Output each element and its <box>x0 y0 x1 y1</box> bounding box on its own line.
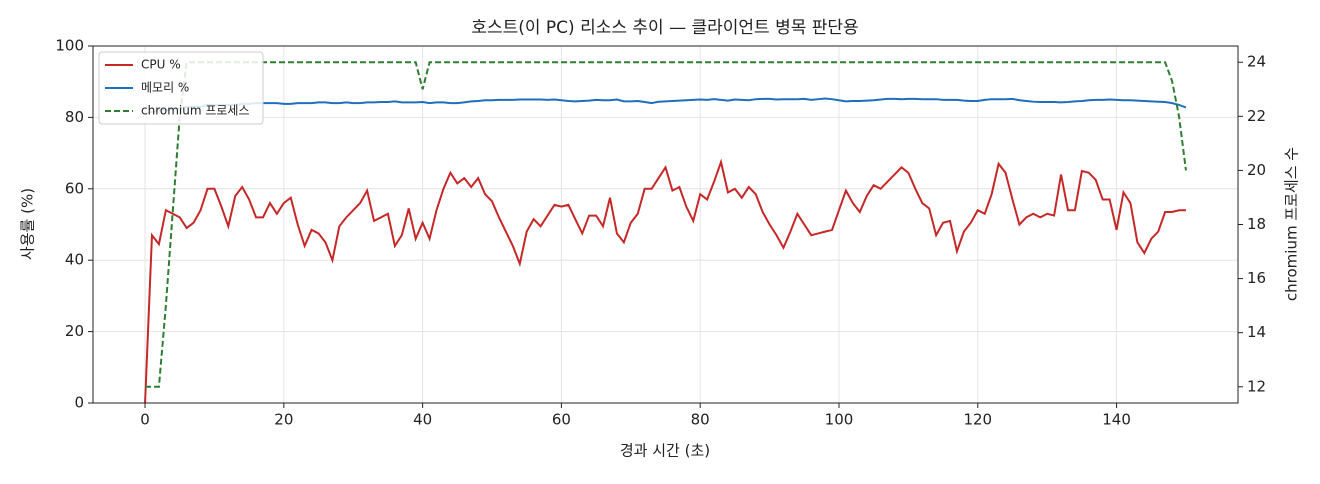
series-line <box>145 61 1187 388</box>
legend-label: CPU % <box>141 58 181 72</box>
series-line <box>144 158 1186 404</box>
y-tick-label: 100 <box>55 37 84 55</box>
y-axis-label: 사용률 (%) <box>19 188 37 260</box>
legend: CPU % 메모리 % chromium 프로세스 <box>98 51 264 125</box>
x-tick-label: 0 <box>140 411 150 429</box>
legend-box <box>98 51 264 125</box>
y2-tick-label: 12 <box>1247 377 1266 395</box>
x-tick-label: 100 <box>825 411 854 429</box>
y2-tick-label: 14 <box>1247 323 1266 341</box>
series-line <box>144 97 1187 115</box>
x-tick-label: 20 <box>274 411 293 429</box>
y-tick-label: 60 <box>65 179 84 197</box>
x-tick-label: 140 <box>1102 411 1131 429</box>
x-axis-label: 경과 시간 (초) <box>620 442 710 460</box>
y-tick-label: 40 <box>65 251 84 269</box>
y2-axis-label: chromium 프로세스 수 <box>1283 147 1301 301</box>
y2-tick-label: 20 <box>1247 161 1266 179</box>
legend-label: chromium 프로세스 <box>141 104 250 118</box>
y-tick-label: 0 <box>74 394 84 412</box>
y2-tick-label: 18 <box>1247 215 1266 233</box>
x-tick-label: 40 <box>413 411 432 429</box>
x-tick-label: 60 <box>552 411 571 429</box>
y2-tick-label: 24 <box>1247 53 1266 71</box>
legend-label: 메모리 % <box>141 81 189 95</box>
y2-tick-label: 22 <box>1247 107 1266 125</box>
y2-tick-label: 16 <box>1247 269 1266 287</box>
x-tick-label: 80 <box>691 411 710 429</box>
y-tick-label: 80 <box>65 108 84 126</box>
y-tick-label: 20 <box>65 322 84 340</box>
x-tick-label: 120 <box>963 411 992 429</box>
chart-title: 호스트(이 PC) 리소스 추이 — 클라이언트 병목 판단용 <box>471 18 858 38</box>
plot-frame <box>92 45 1239 404</box>
